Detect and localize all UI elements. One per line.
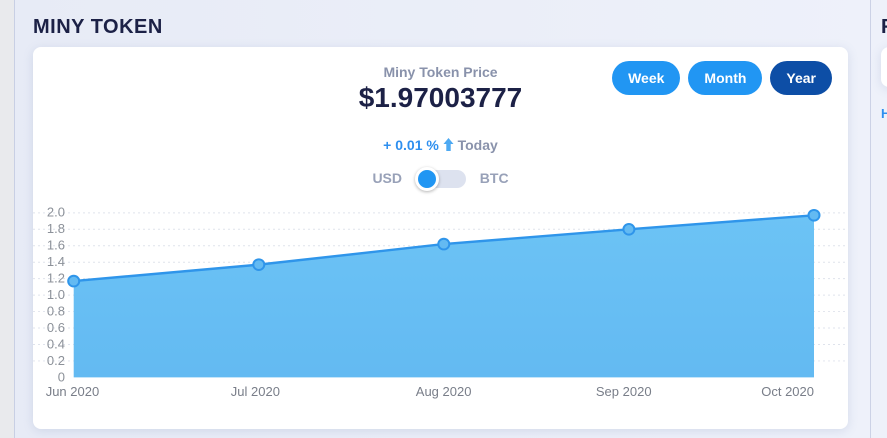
svg-text:0.4: 0.4 <box>47 337 65 352</box>
svg-text:Aug 2020: Aug 2020 <box>416 384 472 399</box>
svg-text:0.2: 0.2 <box>47 353 65 368</box>
svg-text:Oct 2020: Oct 2020 <box>761 384 814 399</box>
svg-text:1.6: 1.6 <box>47 238 65 253</box>
svg-text:1.2: 1.2 <box>47 271 65 286</box>
svg-text:1.0: 1.0 <box>47 287 65 302</box>
svg-text:Jun 2020: Jun 2020 <box>46 384 99 399</box>
svg-text:1.8: 1.8 <box>47 221 65 236</box>
svg-text:1.4: 1.4 <box>47 254 65 269</box>
svg-text:Sep 2020: Sep 2020 <box>596 384 652 399</box>
svg-text:0.8: 0.8 <box>47 304 65 319</box>
svg-text:Jul 2020: Jul 2020 <box>231 384 280 399</box>
svg-text:0: 0 <box>58 369 65 384</box>
svg-text:0.6: 0.6 <box>47 320 65 335</box>
svg-text:2.0: 2.0 <box>47 207 65 220</box>
